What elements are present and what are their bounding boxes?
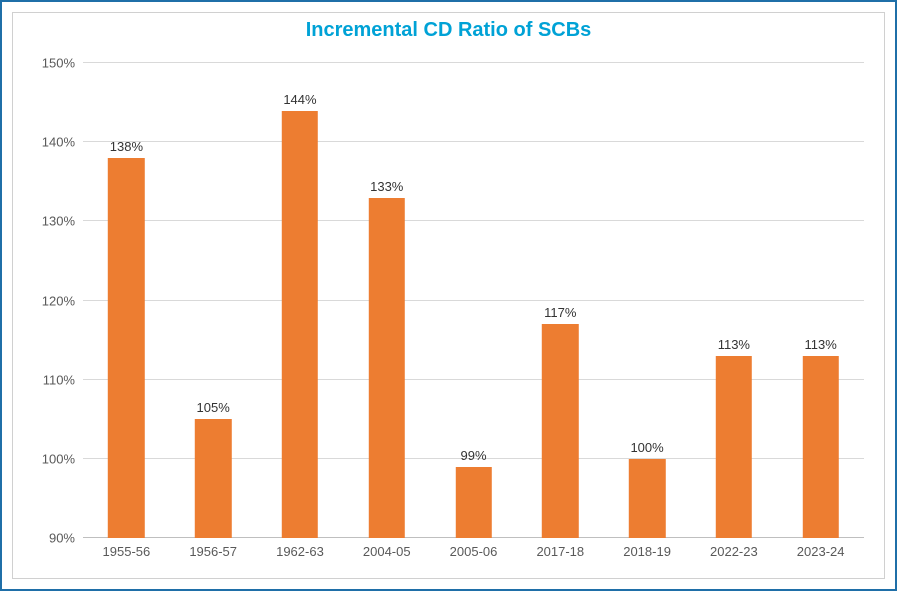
bar: 117% [542,324,578,538]
y-tick-label: 120% [42,293,83,308]
x-tick-label: 1955-56 [103,538,151,559]
y-tick-label: 90% [49,531,83,546]
bar: 100% [629,459,665,538]
bar: 144% [282,111,318,539]
bar: 138% [108,158,144,538]
bar-slot: 105%1956-57 [170,63,257,538]
bar-slot: 113%2022-23 [690,63,777,538]
y-tick-label: 130% [42,214,83,229]
bar-value-label: 133% [370,179,403,198]
x-tick-label: 2017-18 [536,538,584,559]
chart-inner-frame: Incremental CD Ratio of SCBs 90%100%110%… [12,12,885,579]
bar-slot: 100%2018-19 [604,63,691,538]
x-tick-label: 1956-57 [189,538,237,559]
bar-value-label: 105% [197,400,230,419]
chart-outer-frame: Incremental CD Ratio of SCBs 90%100%110%… [0,0,897,591]
bar: 113% [716,356,752,538]
bar-value-label: 100% [630,440,663,459]
bar-slot: 117%2017-18 [517,63,604,538]
bar-slot: 113%2023-24 [777,63,864,538]
bar: 133% [369,198,405,538]
y-tick-label: 140% [42,135,83,150]
bar-value-label: 138% [110,139,143,158]
bar-value-label: 113% [804,337,836,356]
bar-slot: 138%1955-56 [83,63,170,538]
x-tick-label: 2005-06 [450,538,498,559]
x-tick-label: 2022-23 [710,538,758,559]
x-tick-label: 1962-63 [276,538,324,559]
bars-wrap: 138%1955-56105%1956-57144%1962-63133%200… [83,63,864,538]
bar-slot: 133%2004-05 [343,63,430,538]
x-tick-label: 2004-05 [363,538,411,559]
bar: 99% [455,467,491,538]
x-tick-label: 2018-19 [623,538,671,559]
bar-value-label: 99% [461,448,487,467]
plot-area: 90%100%110%120%130%140%150% 138%1955-561… [83,63,864,538]
bar: 113% [802,356,838,538]
bar-slot: 99%2005-06 [430,63,517,538]
bar-slot: 144%1962-63 [257,63,344,538]
y-tick-label: 150% [42,56,83,71]
y-tick-label: 110% [43,372,83,387]
bar-value-label: 117% [544,305,576,324]
bar-value-label: 144% [283,92,316,111]
y-tick-label: 100% [42,451,83,466]
x-tick-label: 2023-24 [797,538,845,559]
chart-title: Incremental CD Ratio of SCBs [13,19,884,42]
bar: 105% [195,419,231,538]
bar-value-label: 113% [718,337,750,356]
